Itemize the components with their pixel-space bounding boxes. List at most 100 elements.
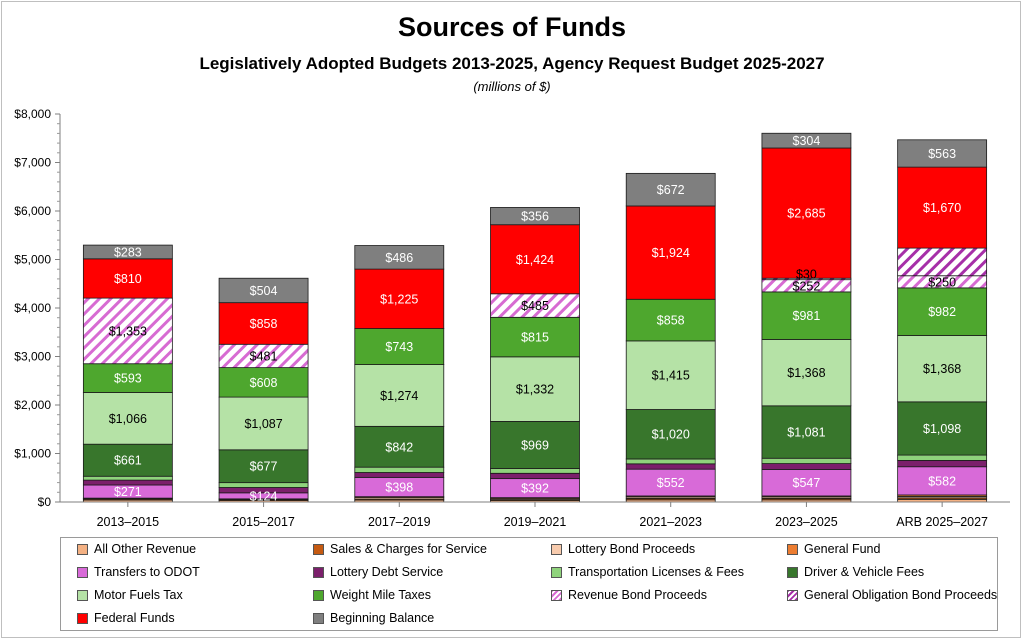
bar-value-label: $982 — [928, 305, 956, 319]
legend-swatch — [77, 543, 88, 555]
legend-item: Revenue Bond Proceeds — [551, 586, 707, 604]
bar-value-label: $1,424 — [516, 253, 554, 267]
bar-value-label: $485 — [521, 299, 549, 313]
bar-segment — [625, 298, 716, 342]
y-tick-label: $7,000 — [14, 156, 51, 170]
bar-segment — [218, 277, 309, 304]
bar-segment — [897, 139, 988, 168]
legend-swatch — [313, 543, 324, 555]
legend-swatch — [551, 589, 562, 601]
bar-stack — [490, 207, 580, 503]
legend-label: Lottery Debt Service — [330, 565, 444, 579]
bar-value-label: $392 — [521, 482, 549, 496]
x-tick-label: 2019–2021 — [504, 515, 567, 529]
legend-item: Lottery Debt Service — [313, 563, 443, 581]
bar-segment — [218, 449, 309, 484]
x-tick-label: ARB 2025–2027 — [896, 515, 988, 529]
legend-item: All Other Revenue — [77, 540, 196, 558]
bar-segment — [82, 244, 173, 260]
bar-segment — [82, 258, 173, 299]
y-tick-label: $1,000 — [14, 447, 51, 461]
legend-item: General Fund — [787, 540, 880, 558]
legend-swatch — [313, 566, 324, 578]
legend-label: Motor Fuels Tax — [94, 588, 183, 602]
bar-value-label: $271 — [114, 485, 142, 499]
legend-swatch — [551, 566, 562, 578]
legend-label: All Other Revenue — [94, 542, 197, 556]
legend-swatch — [787, 589, 798, 601]
bar-value-label: $563 — [928, 147, 956, 161]
bar-segment — [897, 466, 988, 496]
bar-segment — [354, 472, 445, 478]
bar-stack — [354, 245, 445, 503]
bar-segment — [82, 392, 173, 445]
bar-segment — [82, 297, 173, 365]
bar-segment — [218, 482, 309, 488]
bar-segment — [82, 363, 173, 393]
bar-segment — [761, 457, 852, 464]
bar-value-label: $504 — [250, 284, 278, 298]
bar-value-label: $552 — [657, 476, 685, 490]
bar-segment — [897, 460, 988, 468]
bar-segment — [625, 468, 716, 497]
legend-swatch — [787, 543, 798, 555]
bar-segment — [490, 356, 580, 422]
legend-item: Driver & Vehicle Fees — [787, 563, 924, 581]
bar-value-label: $815 — [521, 331, 549, 345]
bar-value-label: $981 — [793, 309, 821, 323]
bar-value-label: $398 — [385, 481, 413, 495]
y-tick-label: $3,000 — [14, 350, 51, 364]
bar-segment — [354, 245, 445, 270]
bar-value-label: $356 — [521, 210, 549, 224]
bar-value-label: $1,670 — [923, 201, 961, 215]
bar-value-label: $743 — [385, 340, 413, 354]
bar-segment — [490, 421, 580, 469]
bar-value-label: $252 — [793, 279, 821, 293]
legend-label: Driver & Vehicle Fees — [804, 565, 925, 579]
bar-value-label: $1,368 — [787, 366, 825, 380]
bar-value-label: $547 — [793, 476, 821, 490]
legend-item: Transfers to ODOT — [77, 563, 200, 581]
bar-segment — [490, 207, 580, 226]
bar-segment — [625, 463, 716, 470]
legend-swatch — [77, 612, 88, 624]
legend-label: Revenue Bond Proceeds — [568, 588, 707, 602]
bar-value-label: $1,066 — [109, 412, 147, 426]
x-tick-label: 2013–2015 — [97, 515, 160, 529]
legend-item: Lottery Bond Proceeds — [551, 540, 695, 558]
bar-value-label: $124 — [250, 489, 278, 503]
bar-value-label: $672 — [657, 183, 685, 197]
bar-segment — [897, 454, 988, 461]
legend-label: General Fund — [804, 542, 881, 556]
legend-item: Motor Fuels Tax — [77, 586, 183, 604]
bar-value-label: $582 — [928, 474, 956, 488]
bar-value-label: $1,368 — [923, 362, 961, 376]
bar-value-label: $969 — [521, 438, 549, 452]
bar-segment — [761, 405, 852, 459]
legend-label: Beginning Balance — [330, 611, 435, 625]
y-tick-label: $8,000 — [14, 107, 51, 121]
bar-segment — [897, 335, 988, 403]
legend-swatch — [313, 612, 324, 624]
legend-swatch — [551, 543, 562, 555]
legend-label: Lottery Bond Proceeds — [568, 542, 696, 556]
bar-value-label: $810 — [114, 272, 142, 286]
x-tick-label: 2017–2019 — [368, 515, 431, 529]
bar-segment — [625, 340, 716, 410]
bar-segment — [218, 367, 309, 398]
bar-value-label: $481 — [250, 349, 278, 363]
y-tick-label: $2,000 — [14, 398, 51, 412]
bar-value-label: $30 — [796, 268, 817, 282]
y-tick-label: $5,000 — [14, 253, 51, 267]
bar-value-label: $858 — [250, 317, 278, 331]
bar-value-label: $1,225 — [380, 292, 418, 306]
bar-value-label: $1,332 — [516, 383, 554, 397]
bar-stack — [218, 277, 309, 503]
bar-value-label: $842 — [385, 440, 413, 454]
bar-segment — [490, 472, 580, 480]
bar-segment — [82, 443, 173, 477]
legend-swatch — [77, 566, 88, 578]
bar-stack — [625, 172, 716, 503]
bar-value-label: $1,087 — [244, 417, 282, 431]
